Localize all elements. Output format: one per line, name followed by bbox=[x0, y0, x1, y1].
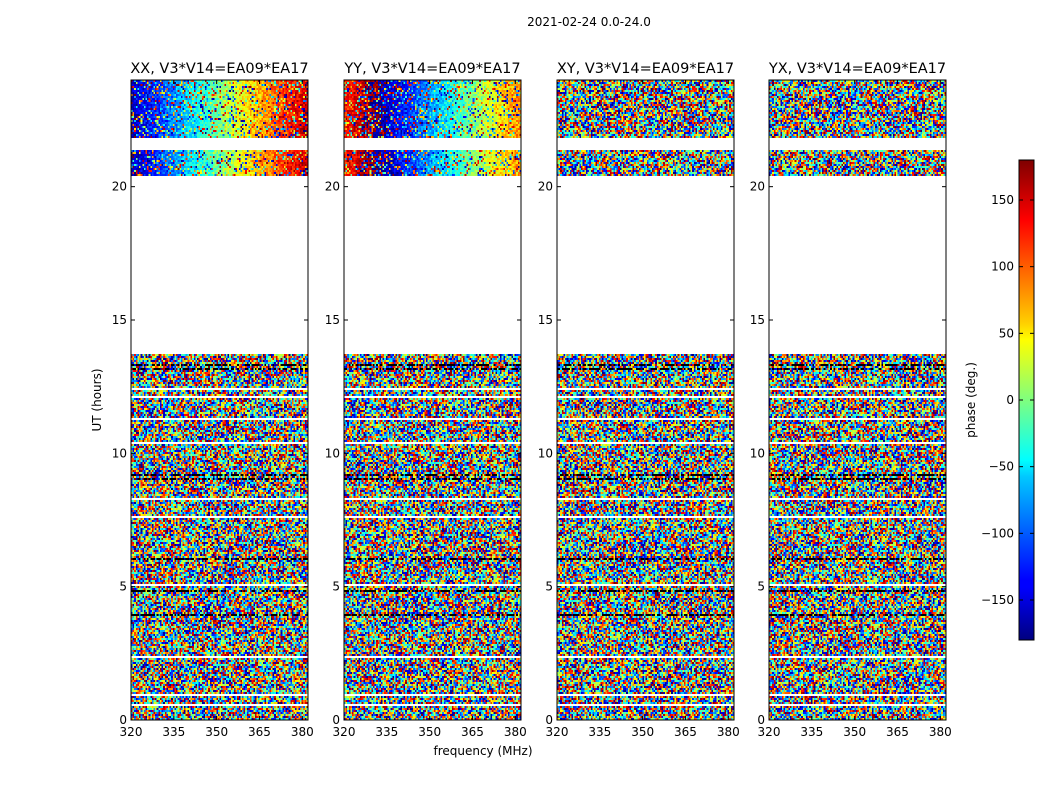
x-tick-label: 335 bbox=[800, 725, 823, 739]
y-tick-label: 20 bbox=[538, 180, 553, 194]
panel-title: YX, V3*V14=EA09*EA17 bbox=[768, 61, 946, 77]
colorbar-ticks: 150 100 50 0 −50 −100 −150 bbox=[981, 193, 1034, 607]
axes-frame bbox=[768, 79, 947, 721]
panel-xy: XY, V3*V14=EA09*EA17 320 335 350 365 380 0 5 10 1… bbox=[538, 61, 740, 739]
colorbar-tick-label: −50 bbox=[989, 460, 1014, 474]
y-tick-label: 15 bbox=[325, 313, 340, 327]
panels-group: XX, V3*V14=EA09*EA17 320 335 350 365 380 0 5 10 1… bbox=[112, 61, 952, 739]
y-tick-label: 10 bbox=[112, 446, 127, 460]
axes-frame bbox=[556, 79, 735, 721]
colorbar-tick-label: −100 bbox=[981, 526, 1014, 540]
y-tick-label: 5 bbox=[119, 580, 127, 594]
panel-title: YY, V3*V14=EA09*EA17 bbox=[343, 61, 520, 77]
x-tick-label: 335 bbox=[375, 725, 398, 739]
y-axis-label: UT (hours) bbox=[90, 368, 104, 431]
x-tick-label: 365 bbox=[674, 725, 697, 739]
y-tick-label: 20 bbox=[750, 180, 765, 194]
x-tick-label: 320 bbox=[120, 725, 143, 739]
x-tick-label: 350 bbox=[843, 725, 866, 739]
y-tick-label: 20 bbox=[112, 180, 127, 194]
x-tick-label: 320 bbox=[546, 725, 569, 739]
y-tick-label: 5 bbox=[545, 580, 553, 594]
y-tick-label: 0 bbox=[332, 713, 340, 727]
x-tick-label: 320 bbox=[758, 725, 781, 739]
panel-yy: YY, V3*V14=EA09*EA17 320 335 350 365 380 0 5 10 1… bbox=[325, 61, 527, 739]
y-tick-label: 5 bbox=[332, 580, 340, 594]
y-tick-label: 10 bbox=[325, 446, 340, 460]
y-tick-label: 5 bbox=[757, 580, 765, 594]
panel-title: XX, V3*V14=EA09*EA17 bbox=[130, 61, 308, 77]
colorbar-tick-label: 150 bbox=[991, 193, 1014, 207]
x-tick-label: 350 bbox=[418, 725, 441, 739]
y-tick-label: 15 bbox=[538, 313, 553, 327]
phase-image-xx bbox=[131, 80, 308, 720]
colorbar-tick-label: 0 bbox=[1006, 393, 1014, 407]
colorbar-tick-label: −150 bbox=[981, 593, 1014, 607]
x-tick-label: 380 bbox=[929, 725, 952, 739]
x-tick-label: 350 bbox=[631, 725, 654, 739]
y-tick-label: 15 bbox=[112, 313, 127, 327]
x-tick-label: 335 bbox=[588, 725, 611, 739]
panel-yx: YX, V3*V14=EA09*EA17 320 335 350 365 380 0 5 10 1… bbox=[750, 61, 952, 739]
colorbar-tick-label: 50 bbox=[999, 326, 1014, 340]
x-tick-label: 365 bbox=[248, 725, 271, 739]
figure-suptitle: 2021-02-24 0.0-24.0 bbox=[527, 15, 651, 29]
panel-xx: XX, V3*V14=EA09*EA17 320 335 350 365 380 0 5 10 1… bbox=[112, 61, 314, 739]
y-tick-label: 20 bbox=[325, 180, 340, 194]
axes-frame bbox=[130, 79, 309, 721]
y-tick-label: 10 bbox=[750, 446, 765, 460]
y-tick-label: 0 bbox=[757, 713, 765, 727]
y-tick-label: 15 bbox=[750, 313, 765, 327]
phase-image-yy bbox=[344, 80, 521, 720]
colorbar: 150 100 50 0 −50 −100 −150 phase (deg.) bbox=[964, 159, 1035, 641]
panel-title: XY, V3*V14=EA09*EA17 bbox=[557, 61, 734, 77]
y-tick-label: 10 bbox=[538, 446, 553, 460]
colorbar-tick-label: 100 bbox=[991, 260, 1014, 274]
x-tick-label: 320 bbox=[333, 725, 356, 739]
phase-image-xy bbox=[557, 80, 734, 720]
x-axis-label: frequency (MHz) bbox=[433, 744, 532, 758]
x-tick-label: 365 bbox=[886, 725, 909, 739]
x-tick-label: 350 bbox=[205, 725, 228, 739]
y-tick-label: 0 bbox=[545, 713, 553, 727]
colorbar-label: phase (deg.) bbox=[964, 362, 978, 438]
x-tick-label: 380 bbox=[291, 725, 314, 739]
x-tick-label: 335 bbox=[162, 725, 185, 739]
x-tick-label: 365 bbox=[461, 725, 484, 739]
y-tick-label: 0 bbox=[119, 713, 127, 727]
phase-image-yx bbox=[769, 80, 946, 720]
axes-frame bbox=[343, 79, 522, 721]
x-tick-label: 380 bbox=[717, 725, 740, 739]
x-tick-label: 380 bbox=[504, 725, 527, 739]
